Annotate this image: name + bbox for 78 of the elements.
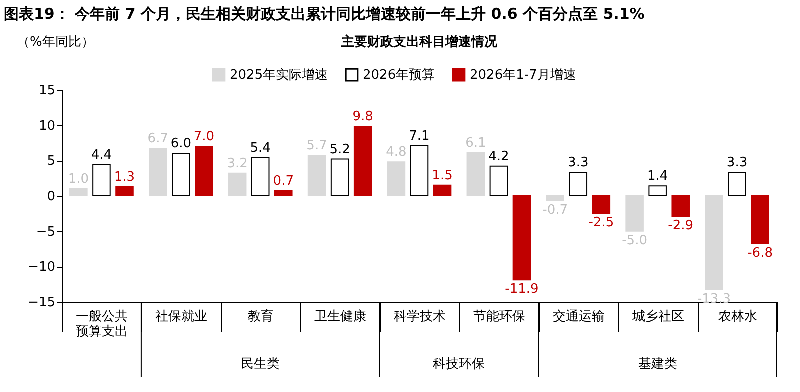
y-tick-label: −15 xyxy=(28,296,56,310)
data-label: -0.7 xyxy=(542,202,568,218)
data-label: 7.0 xyxy=(194,130,215,145)
bar xyxy=(70,188,88,196)
legend-label: 2025年实际增速 xyxy=(230,68,328,84)
data-label: 1.4 xyxy=(647,169,668,184)
x-tick-label: 节能环保 xyxy=(473,310,526,324)
bar xyxy=(195,146,214,196)
bar xyxy=(149,148,168,196)
chart-title: 图表19： 今年前 7 个月，民生相关财政支出累计同比增速较前一年上升 0.6 个百分点至 5.1% xyxy=(4,5,645,23)
bar xyxy=(546,196,564,202)
x-tick-label: 一般公共预算支出 xyxy=(76,310,128,340)
data-label: 3.3 xyxy=(726,156,748,171)
bar xyxy=(330,158,350,196)
data-label: 5.4 xyxy=(250,140,271,156)
bar xyxy=(512,196,532,281)
bar xyxy=(354,126,372,196)
bar xyxy=(728,172,746,196)
data-label: 5.2 xyxy=(330,142,350,158)
data-label: 7.1 xyxy=(409,128,430,144)
bar xyxy=(410,145,429,196)
chart-subtitle: 主要财政支出科目增速情况 xyxy=(340,34,498,50)
x-tick-label: 教育 xyxy=(248,308,274,324)
legend-label: 2026年预算 xyxy=(363,68,436,84)
bar xyxy=(116,186,134,196)
bar xyxy=(648,186,667,196)
data-label: -11.9 xyxy=(505,282,539,298)
bar xyxy=(228,172,247,196)
x-tick-label: 城乡社区 xyxy=(631,310,684,324)
y-axis-title: （%年同比） xyxy=(17,35,94,50)
bar xyxy=(466,152,486,196)
bar xyxy=(490,166,508,196)
data-label: -2.9 xyxy=(668,218,694,234)
x-tick-label: 农林水 xyxy=(718,310,758,324)
data-label: -5.0 xyxy=(622,233,648,248)
data-label: 1.5 xyxy=(432,168,453,184)
bar xyxy=(251,157,270,196)
y-tick-label: 5 xyxy=(47,154,56,170)
bar xyxy=(672,196,690,217)
data-label: 6.1 xyxy=(466,136,486,151)
bar xyxy=(433,184,452,196)
data-label: 3.2 xyxy=(227,156,248,172)
legend-label: 2026年1-7月增速 xyxy=(470,68,576,84)
data-label: 6.0 xyxy=(170,136,192,152)
data-label: 0.7 xyxy=(273,174,294,190)
text: 民生类 xyxy=(241,357,280,372)
text: 基建类 xyxy=(638,357,678,372)
y-tick-label: −5 xyxy=(36,224,56,240)
bar xyxy=(751,196,770,245)
data-label: 1.3 xyxy=(114,170,136,185)
data-label: 5.7 xyxy=(306,138,328,154)
bar xyxy=(705,196,724,290)
data-label: 4.8 xyxy=(386,145,407,160)
text: 科技环保 xyxy=(433,357,486,372)
data-label: 4.2 xyxy=(488,149,510,164)
bar xyxy=(626,196,644,232)
x-tick-label: 卫生健康 xyxy=(314,310,367,324)
bar xyxy=(387,162,406,196)
data-label: -2.5 xyxy=(588,216,614,231)
x-tick-label: 交通运输 xyxy=(552,308,605,324)
y-tick-label: −10 xyxy=(28,260,56,276)
x-tick-label: 科学技术 xyxy=(394,310,446,324)
y-tick-label: 0 xyxy=(47,190,56,204)
bar xyxy=(274,190,293,196)
bar xyxy=(308,155,326,196)
y-tick-label: 15 xyxy=(38,84,56,98)
bar xyxy=(569,172,588,196)
bar xyxy=(592,196,611,214)
data-label: 1.0 xyxy=(68,172,90,187)
data-label: 4.4 xyxy=(91,148,112,163)
bar xyxy=(172,153,190,196)
data-label: 3.3 xyxy=(568,156,589,171)
bar xyxy=(92,164,111,196)
data-label: 9.8 xyxy=(352,110,374,125)
data-label: -6.8 xyxy=(748,246,773,262)
x-tick-label: 社保就业 xyxy=(156,310,208,324)
data-label: 6.7 xyxy=(148,132,168,147)
y-tick-label: 10 xyxy=(38,118,56,134)
